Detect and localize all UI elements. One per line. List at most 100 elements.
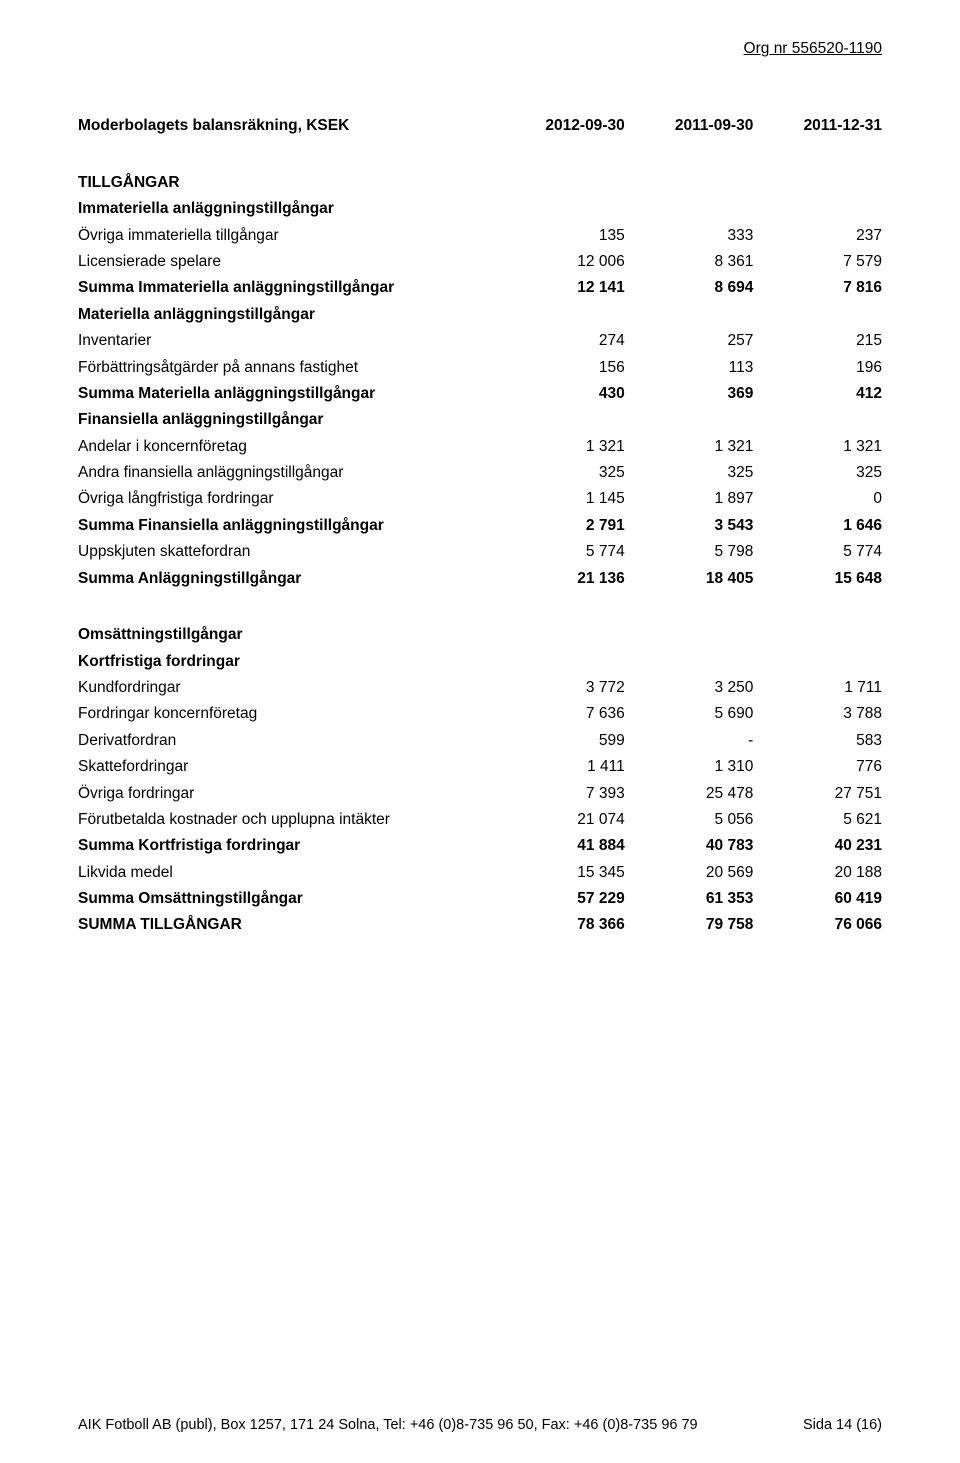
row-v2: 113 — [625, 354, 754, 380]
row-v3: 1 711 — [753, 675, 882, 701]
row-v3: 5 621 — [753, 807, 882, 833]
table-row: Andra finansiella anläggningstillgångar3… — [78, 460, 882, 486]
footer-company: AIK Fotboll AB (publ), Box 1257, 171 24 … — [78, 1417, 698, 1433]
row-v2: 5 056 — [625, 807, 754, 833]
row-v1: 1 411 — [496, 754, 625, 780]
table-row: Övriga fordringar7 39325 47827 751 — [78, 780, 882, 806]
table-row: Inventarier274257215 — [78, 328, 882, 354]
row-label: Likvida medel — [78, 860, 496, 886]
row-v2: 8 694 — [625, 275, 754, 301]
table-row: SUMMA TILLGÅNGAR78 36679 75876 066 — [78, 912, 882, 938]
table-header-row: Moderbolagets balansräkning, KSEK2012-09… — [78, 113, 882, 139]
row-label: Finansiella anläggningstillgångar — [78, 407, 496, 433]
row-v3 — [753, 649, 882, 675]
row-v2: 40 783 — [625, 833, 754, 859]
row-v2: 257 — [625, 328, 754, 354]
row-v3: 196 — [753, 354, 882, 380]
row-v2 — [625, 302, 754, 328]
row-v1 — [496, 407, 625, 433]
table-row: Summa Materiella anläggningstillgångar43… — [78, 381, 882, 407]
row-label: Omsättningstillgångar — [78, 622, 496, 648]
row-v2: 20 569 — [625, 860, 754, 886]
row-v2 — [625, 170, 754, 196]
row-v2: 325 — [625, 460, 754, 486]
table-row: TILLGÅNGAR — [78, 170, 882, 196]
row-v2 — [625, 649, 754, 675]
row-label: TILLGÅNGAR — [78, 170, 496, 196]
row-label: Kortfristiga fordringar — [78, 649, 496, 675]
row-v1: 156 — [496, 354, 625, 380]
header-col3: 2011-12-31 — [753, 113, 882, 139]
row-v3: 776 — [753, 754, 882, 780]
row-label: Derivatfordran — [78, 728, 496, 754]
row-v1: 21 074 — [496, 807, 625, 833]
page-container: Org nr 556520-1190 Moderbolagets balansr… — [0, 0, 960, 1463]
table-row: Immateriella anläggningstillgångar — [78, 196, 882, 222]
table-row: Finansiella anläggningstillgångar — [78, 407, 882, 433]
row-v3: 27 751 — [753, 780, 882, 806]
row-v2: 25 478 — [625, 780, 754, 806]
row-label: Summa Finansiella anläggningstillgångar — [78, 513, 496, 539]
table-row: Likvida medel15 34520 56920 188 — [78, 860, 882, 886]
row-label: SUMMA TILLGÅNGAR — [78, 912, 496, 938]
row-label: Summa Immateriella anläggningstillgångar — [78, 275, 496, 301]
row-label: Immateriella anläggningstillgångar — [78, 196, 496, 222]
row-v1: 599 — [496, 728, 625, 754]
row-label: Summa Omsättningstillgångar — [78, 886, 496, 912]
row-v3: 215 — [753, 328, 882, 354]
row-v1: 12 006 — [496, 249, 625, 275]
row-label: Andelar i koncernföretag — [78, 434, 496, 460]
table-row: Licensierade spelare12 0068 3617 579 — [78, 249, 882, 275]
row-v3: 15 648 — [753, 565, 882, 591]
row-v3: 76 066 — [753, 912, 882, 938]
row-v2: 369 — [625, 381, 754, 407]
table-row: Omsättningstillgångar — [78, 622, 882, 648]
row-v3 — [753, 302, 882, 328]
row-label: Övriga fordringar — [78, 780, 496, 806]
row-label: Licensierade spelare — [78, 249, 496, 275]
row-v3: 1 321 — [753, 434, 882, 460]
row-v2: 1 310 — [625, 754, 754, 780]
row-v1: 430 — [496, 381, 625, 407]
row-v3: 7 816 — [753, 275, 882, 301]
row-v3: 20 188 — [753, 860, 882, 886]
row-v1 — [496, 649, 625, 675]
table-row: Summa Anläggningstillgångar21 13618 4051… — [78, 565, 882, 591]
row-v1: 7 393 — [496, 780, 625, 806]
table-row: Förbättringsåtgärder på annans fastighet… — [78, 354, 882, 380]
row-label: Summa Materiella anläggningstillgångar — [78, 381, 496, 407]
row-v2: 18 405 — [625, 565, 754, 591]
row-label: Övriga långfristiga fordringar — [78, 486, 496, 512]
table-row: Derivatfordran599-583 — [78, 728, 882, 754]
table-row: Skattefordringar1 4111 310776 — [78, 754, 882, 780]
row-v2 — [625, 196, 754, 222]
row-v2: 5 798 — [625, 539, 754, 565]
row-v1 — [496, 302, 625, 328]
row-v2: 61 353 — [625, 886, 754, 912]
row-v1: 1 145 — [496, 486, 625, 512]
header-col1: 2012-09-30 — [496, 113, 625, 139]
row-v1: 41 884 — [496, 833, 625, 859]
row-v2: 1 321 — [625, 434, 754, 460]
row-v2 — [625, 407, 754, 433]
table-row: Summa Immateriella anläggningstillgångar… — [78, 275, 882, 301]
table-row: Summa Omsättningstillgångar57 22961 3536… — [78, 886, 882, 912]
header-col2: 2011-09-30 — [625, 113, 754, 139]
row-v3 — [753, 196, 882, 222]
row-label: Skattefordringar — [78, 754, 496, 780]
row-v3 — [753, 407, 882, 433]
row-v2: 79 758 — [625, 912, 754, 938]
row-v3: 237 — [753, 223, 882, 249]
row-v3: 7 579 — [753, 249, 882, 275]
row-v3 — [753, 170, 882, 196]
page-footer: AIK Fotboll AB (publ), Box 1257, 171 24 … — [78, 1417, 882, 1433]
row-v1: 5 774 — [496, 539, 625, 565]
row-v1: 7 636 — [496, 701, 625, 727]
row-v3: 3 788 — [753, 701, 882, 727]
row-label: Övriga immateriella tillgångar — [78, 223, 496, 249]
row-v3: 1 646 — [753, 513, 882, 539]
header-title: Moderbolagets balansräkning, KSEK — [78, 113, 496, 139]
row-v1: 12 141 — [496, 275, 625, 301]
row-label: Fordringar koncernföretag — [78, 701, 496, 727]
row-v3: 5 774 — [753, 539, 882, 565]
